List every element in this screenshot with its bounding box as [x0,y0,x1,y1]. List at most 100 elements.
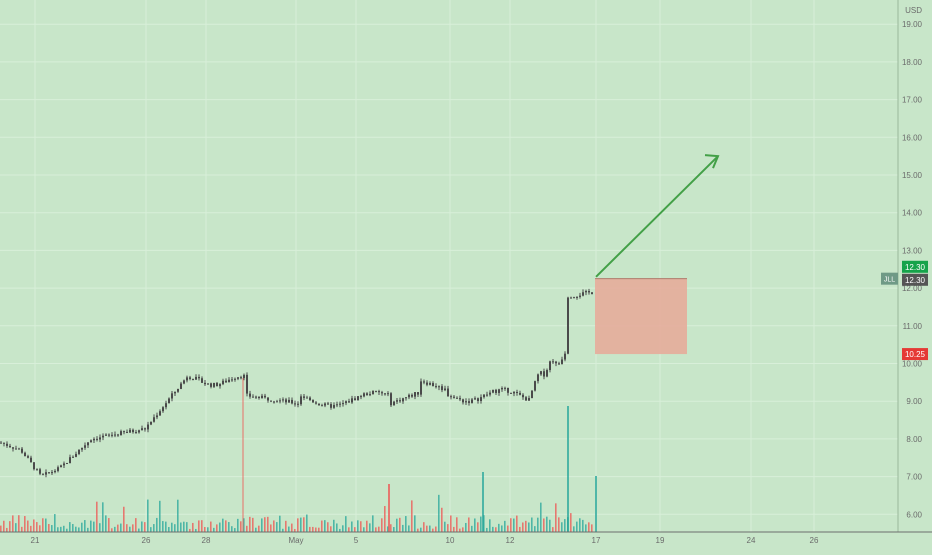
candle-body [369,394,371,396]
x-tick-label: 21 [31,536,40,545]
volume-bar [423,522,425,532]
candle-body [339,403,341,405]
volume-bar [372,515,374,532]
volume-bar [120,523,122,532]
candle-body [138,430,140,433]
volume-bar [18,515,20,532]
volume-spike [595,476,597,532]
volume-bar [126,524,128,532]
candle-body [87,442,89,446]
volume-bar [438,494,440,532]
volume-bar [216,524,218,532]
candle-body [69,457,71,464]
candle-body [228,379,230,383]
volume-bar [198,520,200,532]
volume-bar [450,515,452,532]
volume-bar [174,524,176,532]
volume-bar [525,520,527,532]
x-tick-label: 24 [747,536,756,545]
candle-body [543,371,545,377]
candle-body [195,376,197,380]
candle-body [375,390,377,392]
symbol-label-text: JLL [884,277,895,284]
price-axis[interactable]: 6.00 7.00 8.00 9.00 10.00 11.00 12.00 13.00 14.0… [902,20,923,519]
volume-bar [435,526,437,532]
candle-body [417,392,419,395]
volume-bar [543,518,545,532]
volume-bar [300,517,302,532]
candle-body [174,391,176,394]
volume-bar [240,521,242,532]
stop-loss-zone [595,278,687,355]
candle-body [72,456,74,458]
volume-bar [564,519,566,532]
candle-body [282,399,284,401]
volume-bar [429,525,431,532]
volume-bar [420,527,422,532]
candle-body [426,382,428,385]
candle-body [537,374,539,382]
volume-bar [534,526,536,532]
volume-spike [567,406,569,532]
volume-bar [486,527,488,532]
candle-body [249,393,251,397]
candle-body [474,398,476,400]
candle-body [189,377,191,379]
target-price-badge [902,260,928,273]
candle-body [516,392,518,394]
candle-body [486,394,488,396]
volume-bar [123,506,125,532]
candle-body [582,292,584,296]
volume-bar [465,522,467,532]
candle-body [504,387,506,389]
volume-bar [378,526,380,532]
candle-body [201,378,203,383]
last-price-badge-text: 12.30 [905,276,926,285]
volume-bar [444,521,446,532]
volume-bar [510,518,512,532]
x-tick-label: 5 [354,536,359,545]
candle-body [96,438,98,440]
volume-bar [318,527,320,532]
volume-bar [381,518,383,532]
volume-bar [456,517,458,532]
candle-body [252,396,254,398]
candle-body [186,377,188,381]
candle-body [351,398,353,403]
volume-bar [168,527,170,532]
volume-bars [0,378,597,532]
volume-bar [591,524,593,532]
volume-bar [225,520,227,532]
candle-body [135,432,137,434]
candle-body [129,429,131,433]
volume-bar [54,514,56,532]
volume-bar [489,519,491,532]
candle-body [48,472,50,474]
candle-body [387,393,389,395]
candle-body [471,399,473,403]
volume-bar [21,526,23,532]
candle-body [552,361,554,363]
candle-body [243,374,245,379]
volume-bar [57,527,59,532]
candle-body [192,378,194,380]
volume-bar [309,526,311,532]
candle-body [240,377,242,379]
volume-bar [453,526,455,532]
time-axis[interactable]: 21 26 28 May 5 10 12 17 19 24 26 [31,536,819,545]
candle-body [501,388,503,390]
volume-bar [519,526,521,532]
candle-body [153,417,155,422]
volume-bar [0,525,2,532]
volume-bar [102,502,104,532]
volume-bar [195,528,197,532]
volume-bar [222,518,224,532]
volume-bar [498,523,500,532]
candle-body [567,297,569,354]
candle-body [360,396,362,398]
candle-body [453,396,455,398]
candle-body [531,390,533,399]
